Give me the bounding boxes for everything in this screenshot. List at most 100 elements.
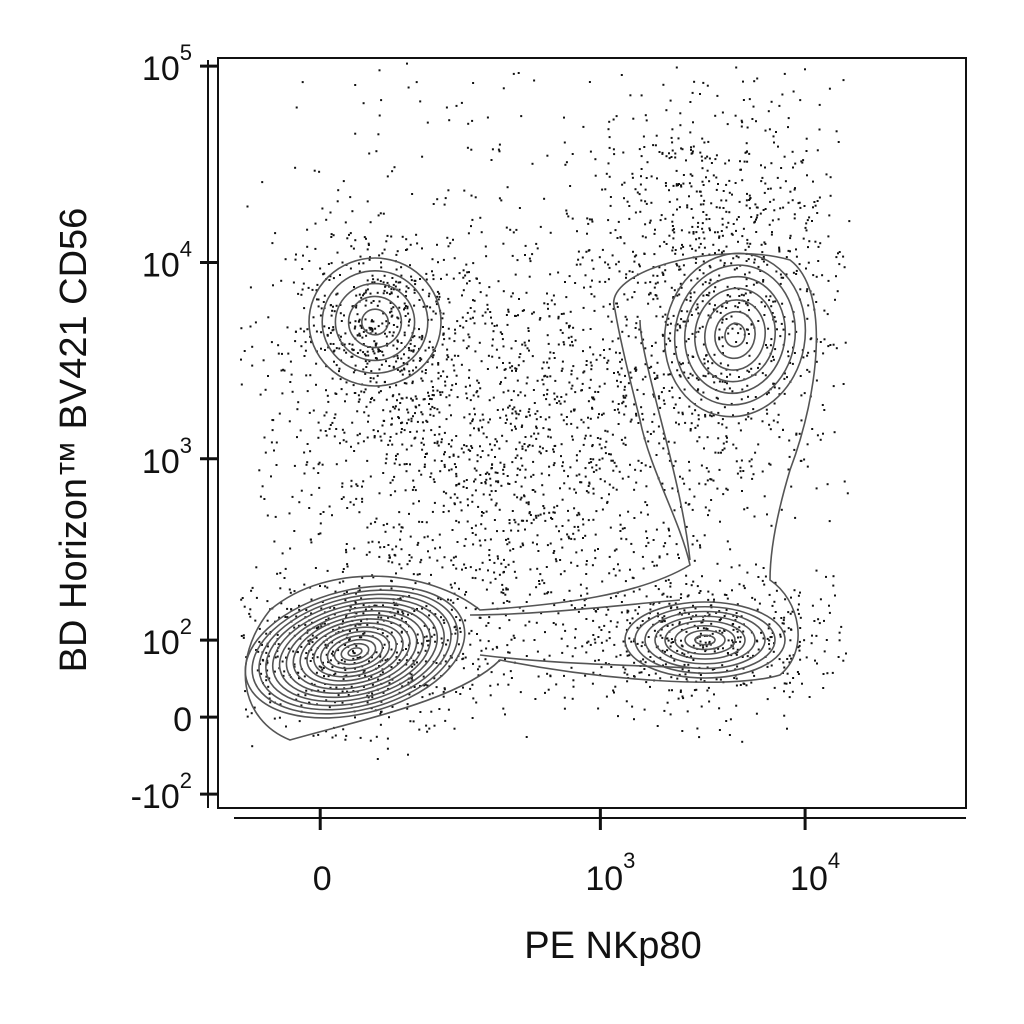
event-dot xyxy=(520,115,523,118)
event-dot xyxy=(587,485,590,487)
event-dot xyxy=(613,691,615,694)
event-dot xyxy=(764,208,767,210)
event-dot xyxy=(511,510,514,512)
event-dot xyxy=(450,358,453,361)
event-dot xyxy=(699,674,702,676)
event-dot xyxy=(772,198,775,201)
event-dot xyxy=(835,130,838,133)
event-dot xyxy=(508,600,511,603)
event-dot xyxy=(472,82,475,84)
event-dot xyxy=(678,265,681,268)
event-dot xyxy=(548,474,551,477)
event-dot xyxy=(576,230,578,233)
event-dot xyxy=(675,262,678,265)
event-dot xyxy=(816,149,819,152)
event-dot xyxy=(735,653,738,656)
event-dot xyxy=(526,376,529,379)
event-dot xyxy=(417,651,420,654)
event-dot xyxy=(308,701,311,704)
event-dot xyxy=(610,459,613,462)
event-dot xyxy=(257,650,260,653)
event-dot xyxy=(378,114,381,117)
event-dot xyxy=(303,307,306,310)
event-dot xyxy=(412,659,415,662)
event-dot xyxy=(575,474,578,477)
event-dot xyxy=(588,218,591,221)
event-dot xyxy=(624,580,627,583)
event-dot xyxy=(497,480,500,483)
event-dot xyxy=(358,636,361,639)
event-dot xyxy=(508,483,511,485)
event-dot xyxy=(721,217,724,220)
event-dot xyxy=(406,703,409,706)
event-dot xyxy=(334,413,337,416)
event-dot xyxy=(655,134,658,137)
event-dot xyxy=(318,170,321,173)
event-dot xyxy=(660,214,663,217)
event-dot xyxy=(446,375,449,378)
event-dot xyxy=(704,641,707,644)
event-dot xyxy=(413,437,416,440)
event-dot xyxy=(505,588,508,591)
event-dot xyxy=(646,537,649,539)
event-dot xyxy=(485,294,488,297)
event-dot xyxy=(800,394,803,397)
event-dot xyxy=(361,576,364,579)
event-dot xyxy=(622,442,625,445)
event-dot xyxy=(674,252,677,255)
event-dot xyxy=(442,619,445,622)
event-dot xyxy=(583,599,586,602)
event-dot xyxy=(533,402,536,404)
event-dot xyxy=(312,653,315,656)
event-dot xyxy=(420,558,423,561)
event-dot xyxy=(431,510,434,513)
event-dot xyxy=(591,445,594,448)
event-dot xyxy=(656,612,659,615)
event-dot xyxy=(585,618,588,620)
event-dot xyxy=(705,467,708,470)
event-dot xyxy=(311,641,314,644)
event-dot xyxy=(398,306,401,309)
event-dot xyxy=(583,437,586,440)
event-dot xyxy=(689,372,692,375)
event-dot xyxy=(575,551,578,554)
event-dot xyxy=(630,640,633,643)
event-dot xyxy=(712,174,715,177)
event-dot xyxy=(762,280,765,283)
event-dot xyxy=(455,466,457,469)
event-dot xyxy=(732,641,735,644)
event-dot xyxy=(624,668,627,671)
event-dot xyxy=(712,479,715,482)
event-dot xyxy=(640,462,643,464)
event-dot xyxy=(618,470,621,473)
event-dot xyxy=(783,72,786,75)
event-dot xyxy=(754,598,756,601)
event-dot xyxy=(589,378,592,381)
event-dot xyxy=(683,653,686,656)
event-dot xyxy=(657,425,660,428)
event-dot xyxy=(626,680,629,683)
event-dot xyxy=(552,552,555,554)
event-dot xyxy=(366,362,369,365)
event-dot xyxy=(365,329,368,332)
event-dot xyxy=(424,349,427,352)
event-dot xyxy=(616,379,618,382)
event-dot xyxy=(431,386,434,388)
event-dot xyxy=(685,340,688,343)
event-dot xyxy=(459,693,462,695)
event-dot xyxy=(685,574,688,577)
event-dot xyxy=(709,478,712,481)
event-dot xyxy=(399,530,402,533)
event-dot xyxy=(306,443,309,445)
event-dot xyxy=(738,583,741,586)
event-dot xyxy=(704,506,707,509)
event-dot xyxy=(527,501,530,504)
event-dot xyxy=(467,504,469,507)
event-dot xyxy=(636,281,639,284)
event-dot xyxy=(725,245,728,248)
event-dot xyxy=(373,352,376,355)
event-dot xyxy=(498,508,501,511)
event-dot xyxy=(701,167,704,170)
event-dot xyxy=(441,391,444,394)
event-dot xyxy=(574,282,577,284)
